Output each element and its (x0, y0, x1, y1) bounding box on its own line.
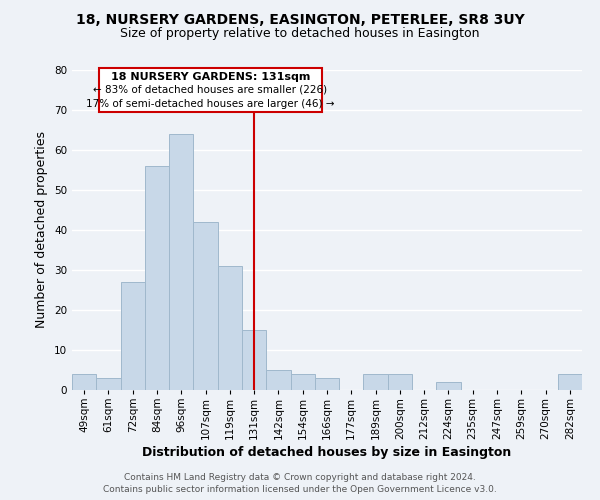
Bar (364, 374, 388, 390)
X-axis label: Distribution of detached houses by size in Easington: Distribution of detached houses by size … (142, 446, 512, 459)
Bar (169, 134, 193, 390)
Bar (242, 330, 266, 390)
Bar (266, 370, 290, 390)
Text: ← 83% of detached houses are smaller (226): ← 83% of detached houses are smaller (22… (94, 85, 328, 95)
Text: Contains HM Land Registry data © Crown copyright and database right 2024.: Contains HM Land Registry data © Crown c… (124, 473, 476, 482)
Text: Contains public sector information licensed under the Open Government Licence v3: Contains public sector information licen… (103, 486, 497, 494)
Bar (436, 382, 461, 390)
Bar (558, 374, 582, 390)
Bar (96, 378, 121, 390)
Text: 18 NURSERY GARDENS: 131sqm: 18 NURSERY GARDENS: 131sqm (111, 72, 310, 82)
Text: 17% of semi-detached houses are larger (46) →: 17% of semi-detached houses are larger (… (86, 99, 335, 109)
Bar (315, 378, 339, 390)
Text: 18, NURSERY GARDENS, EASINGTON, PETERLEE, SR8 3UY: 18, NURSERY GARDENS, EASINGTON, PETERLEE… (76, 12, 524, 26)
Text: Size of property relative to detached houses in Easington: Size of property relative to detached ho… (120, 28, 480, 40)
Bar (290, 374, 315, 390)
FancyBboxPatch shape (99, 68, 322, 112)
Bar (145, 166, 169, 390)
Bar (121, 282, 145, 390)
Bar (388, 374, 412, 390)
Bar (218, 266, 242, 390)
Bar (193, 222, 218, 390)
Y-axis label: Number of detached properties: Number of detached properties (35, 132, 49, 328)
Bar (72, 374, 96, 390)
